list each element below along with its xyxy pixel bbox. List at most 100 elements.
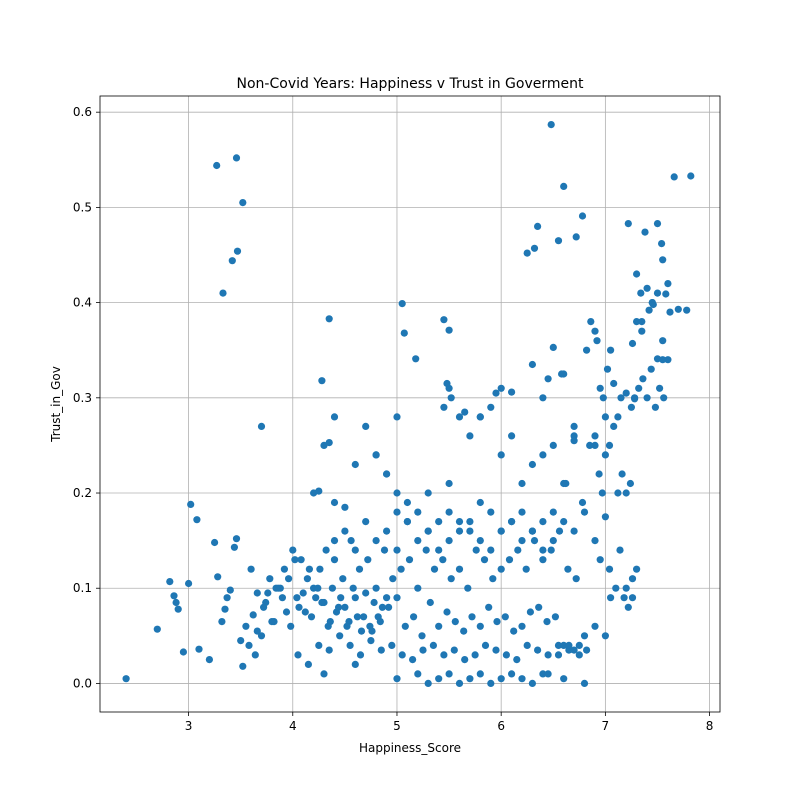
- data-point: [219, 289, 227, 297]
- data-point: [299, 589, 307, 597]
- data-point: [257, 422, 266, 430]
- data-point: [228, 257, 236, 265]
- y-axis-ticks: 0.0 0.1 0.2 0.3 0.4 0.5 0.6: [73, 105, 100, 690]
- data-point: [497, 675, 505, 683]
- data-point: [501, 613, 509, 621]
- data-point: [185, 579, 193, 588]
- data-point: [346, 641, 354, 650]
- data-point: [643, 394, 651, 402]
- data-point: [614, 413, 622, 421]
- data-point: [315, 641, 323, 650]
- data-point: [544, 651, 552, 659]
- data-point: [325, 315, 333, 323]
- data-point: [497, 384, 505, 392]
- data-point: [221, 605, 229, 613]
- data-point: [489, 575, 497, 583]
- data-point: [351, 660, 359, 669]
- y-tick-label: 0.6: [73, 105, 92, 119]
- data-point: [508, 670, 516, 678]
- data-point: [653, 289, 662, 297]
- data-point: [424, 527, 432, 535]
- data-point: [620, 594, 628, 602]
- data-point: [393, 489, 401, 497]
- data-point: [528, 460, 537, 469]
- data-point: [285, 575, 293, 583]
- data-point: [583, 346, 591, 354]
- data-point: [518, 622, 526, 630]
- data-point: [122, 675, 130, 683]
- data-point: [445, 508, 453, 516]
- data-point: [591, 432, 599, 440]
- data-point: [487, 679, 495, 688]
- data-point: [591, 327, 599, 335]
- data-point: [455, 518, 464, 526]
- data-point: [439, 556, 447, 564]
- data-point: [549, 441, 557, 449]
- data-point: [539, 546, 547, 554]
- data-point: [526, 608, 535, 616]
- data-point: [593, 337, 601, 345]
- data-point: [549, 508, 557, 516]
- y-tick-label: 0.2: [73, 486, 92, 500]
- data-point: [530, 244, 539, 252]
- data-point: [367, 637, 375, 645]
- data-point: [599, 394, 607, 402]
- data-point: [393, 508, 401, 516]
- data-point: [607, 346, 615, 354]
- data-point: [362, 589, 370, 597]
- data-point: [393, 546, 401, 554]
- data-point: [510, 627, 518, 635]
- data-point: [492, 389, 500, 397]
- data-point: [364, 556, 372, 564]
- x-tick-label: 7: [602, 719, 610, 733]
- data-point: [325, 646, 333, 654]
- data-point: [239, 199, 247, 207]
- data-point: [518, 537, 526, 545]
- data-point: [272, 584, 280, 592]
- data-point: [380, 546, 389, 554]
- data-point: [195, 645, 203, 653]
- data-point: [658, 240, 666, 248]
- data-point: [639, 375, 647, 383]
- data-point: [539, 518, 547, 526]
- data-point: [383, 470, 391, 478]
- data-point: [330, 498, 339, 507]
- data-point: [601, 413, 610, 421]
- data-point: [455, 565, 464, 573]
- y-tick-label: 0.3: [73, 391, 92, 405]
- data-point: [614, 489, 622, 497]
- data-point: [580, 632, 589, 640]
- data-point: [653, 220, 662, 228]
- data-point: [223, 594, 231, 602]
- grid: [100, 96, 720, 712]
- data-point: [455, 527, 464, 535]
- data-point: [633, 270, 641, 278]
- data-point: [618, 470, 626, 478]
- data-point: [403, 498, 411, 507]
- x-tick-label: 6: [497, 719, 505, 733]
- data-point: [564, 565, 572, 573]
- data-point: [237, 637, 245, 645]
- data-point: [398, 651, 406, 659]
- data-point: [528, 527, 537, 535]
- data-point: [424, 679, 432, 688]
- data-point: [638, 318, 646, 326]
- data-point: [549, 343, 557, 351]
- data-point: [535, 603, 543, 611]
- data-point: [591, 622, 599, 630]
- data-point: [307, 613, 316, 621]
- data-point: [485, 603, 493, 611]
- data-point: [586, 441, 594, 449]
- data-point: [497, 565, 505, 573]
- data-point: [528, 360, 537, 369]
- data-point: [410, 613, 418, 621]
- data-point: [662, 290, 670, 298]
- data-point: [631, 395, 639, 403]
- data-point: [549, 537, 557, 545]
- data-point: [530, 537, 539, 545]
- data-point: [409, 656, 417, 664]
- data-point: [378, 603, 386, 611]
- data-point: [372, 584, 380, 592]
